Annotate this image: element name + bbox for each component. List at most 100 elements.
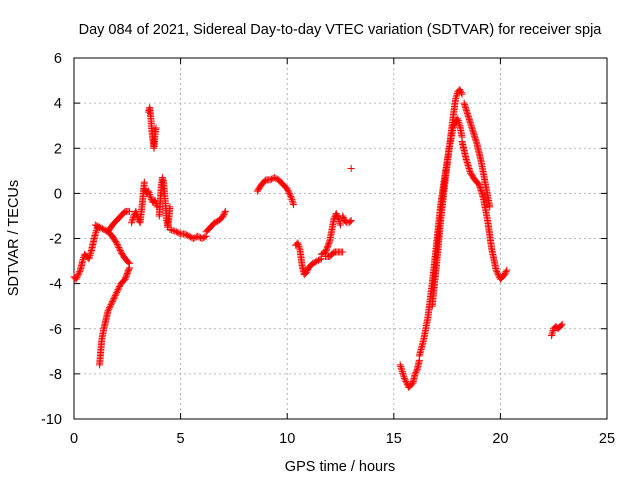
data-point (171, 227, 179, 235)
data-point (334, 213, 342, 221)
data-point (283, 185, 291, 193)
data-point (557, 321, 565, 329)
y-tick-label: 2 (54, 141, 62, 157)
data-point (146, 192, 154, 200)
data-point (549, 328, 557, 336)
series-seg1 (70, 223, 101, 283)
data-point (74, 272, 82, 280)
data-point (457, 87, 465, 95)
data-point (174, 228, 182, 236)
data-point (85, 253, 93, 261)
series-seg15 (339, 212, 355, 227)
series-seg17 (396, 356, 423, 391)
data-point (100, 225, 108, 233)
data-point (492, 266, 500, 274)
data-point (85, 255, 93, 263)
x-tick-label: 0 (70, 431, 78, 447)
data-points (70, 86, 566, 391)
data-point (285, 188, 293, 196)
data-point (79, 255, 87, 263)
data-point (402, 377, 410, 385)
series-seg22 (548, 320, 566, 340)
data-point (115, 284, 123, 292)
data-point (146, 191, 154, 199)
data-point (185, 232, 193, 240)
data-point (397, 364, 405, 372)
data-point (339, 212, 347, 220)
data-point (98, 225, 106, 233)
data-point (87, 250, 95, 258)
data-point (400, 373, 408, 381)
data-point (313, 257, 321, 265)
data-point (339, 248, 347, 256)
data-point (106, 304, 114, 312)
data-point (453, 91, 461, 99)
series-seg5 (128, 178, 148, 227)
data-point (309, 259, 317, 267)
data-point (339, 213, 347, 221)
data-point (79, 257, 87, 265)
data-point (106, 302, 114, 310)
data-point (455, 120, 463, 128)
data-point (221, 207, 229, 215)
data-point (104, 307, 112, 315)
data-point (347, 165, 355, 173)
data-point (403, 379, 411, 387)
grid (74, 58, 607, 419)
data-point (289, 197, 297, 205)
data-point (111, 292, 119, 300)
data-point (189, 235, 197, 242)
y-tick-label: 4 (54, 96, 62, 112)
data-point (456, 86, 464, 94)
series-seg2 (91, 221, 133, 267)
data-point (140, 178, 148, 186)
data-point (486, 203, 494, 211)
data-point (140, 185, 148, 193)
data-point (73, 274, 81, 282)
data-point (115, 283, 123, 291)
data-point (335, 218, 343, 226)
series-seg9 (166, 225, 210, 242)
data-point (398, 366, 406, 374)
data-point (346, 218, 354, 226)
data-point (399, 371, 407, 379)
data-point (145, 189, 153, 197)
chart-title: Day 084 of 2021, Sidereal Day-to-day VTE… (79, 22, 603, 38)
data-point (166, 203, 174, 211)
data-point (288, 196, 296, 204)
data-point (109, 296, 117, 304)
data-point (91, 230, 99, 238)
x-tick-label: 20 (492, 431, 508, 447)
data-point (457, 89, 465, 97)
data-point (452, 95, 460, 103)
data-point (266, 176, 274, 184)
data-point (181, 230, 189, 238)
data-point (455, 118, 463, 126)
series-seg12 (292, 239, 325, 279)
data-point (285, 189, 293, 197)
y-tick-label: -10 (41, 412, 62, 428)
x-tick-label: 25 (599, 431, 615, 447)
data-point (105, 305, 113, 313)
data-point (272, 174, 280, 182)
data-point (115, 244, 123, 252)
data-point (113, 289, 121, 297)
data-point (310, 259, 318, 267)
x-axis-label: GPS time / hours (285, 459, 395, 475)
data-point (458, 90, 466, 98)
y-tick-label: -8 (49, 367, 62, 383)
series-seg21 (460, 99, 494, 211)
data-point (124, 258, 132, 266)
data-point (125, 264, 133, 272)
data-point (92, 228, 100, 236)
data-point (333, 211, 341, 219)
data-point (112, 238, 120, 246)
data-point (108, 299, 116, 307)
data-point (295, 242, 303, 250)
data-point (129, 215, 137, 223)
data-point (286, 191, 294, 199)
series-seg18 (415, 115, 466, 360)
data-point (219, 212, 227, 220)
data-point (220, 210, 228, 218)
data-point (125, 265, 133, 273)
